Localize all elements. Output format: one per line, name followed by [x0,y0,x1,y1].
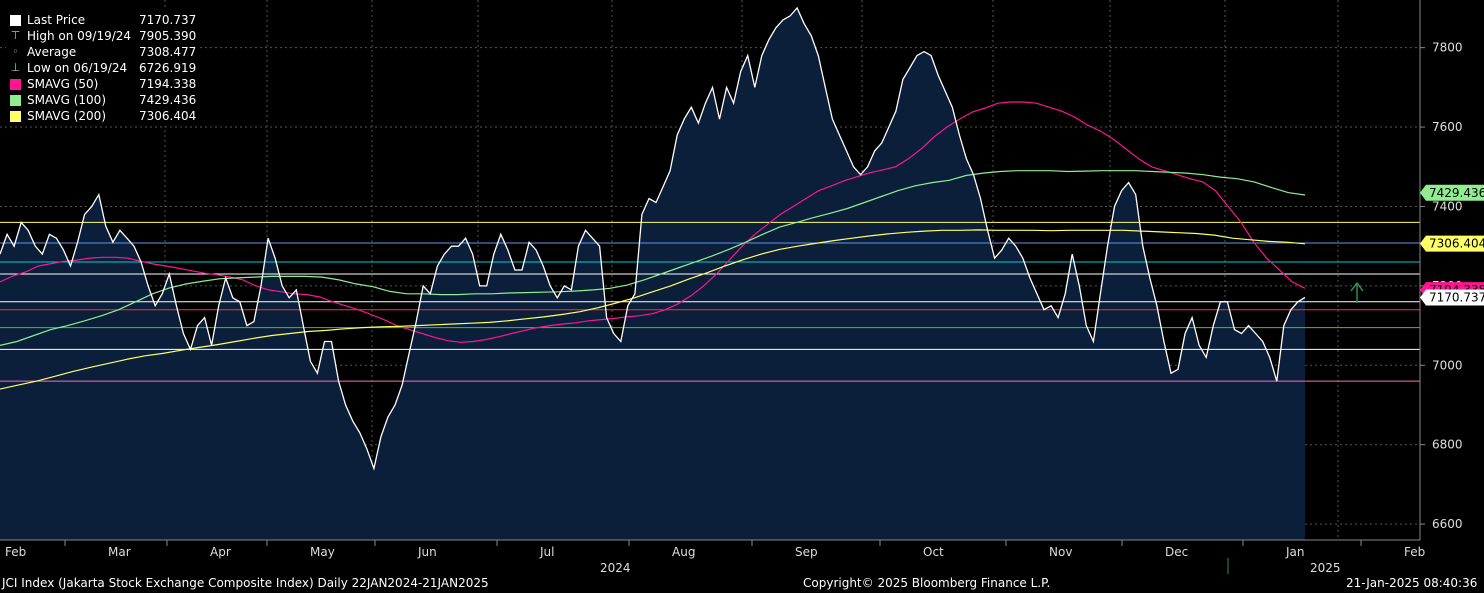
y-tick-label: 6800 [1432,438,1463,452]
y-tick-label: 7600 [1432,120,1463,134]
average-icon: ◦ [12,45,19,58]
legend-item: SMAVG (50) 7194.338 [10,76,196,92]
x-month-label: Sep [795,545,818,559]
x-month-label: May [310,545,335,559]
x-year-label: 2024 [600,561,631,575]
high-icon: ⊤ [10,29,21,42]
price-line [0,6,1306,471]
x-year-label: 2025 [1310,561,1341,575]
legend-swatch [10,14,21,26]
legend-label: SMAVG (200) [27,109,107,123]
sma-line [0,229,1306,390]
x-month-label: Dec [1165,545,1188,559]
legend-label: Average [27,45,77,59]
x-month-label: Apr [210,545,231,559]
x-axis: Feb Mar Apr May Jun Jul Aug Sep Oct Nov Dec Jan Feb 2… [0,539,1425,575]
x-month-label: Oct [923,545,944,559]
x-month-label: Mar [108,545,131,559]
legend-item: Last Price 7170.737 [10,12,196,28]
x-month-label: Aug [672,545,695,559]
legend: Last Price 7170.737 ⊤ High on 09/19/24 7905.… [6,10,201,126]
x-month-label: Jul [539,545,554,559]
legend-label: SMAVG (50) [27,77,99,91]
right-value-text: 7306.404 [1429,237,1484,251]
legend-value: 6726.919 [139,61,197,75]
right-value-tag [1420,235,1484,252]
x-month-label: Feb [1404,545,1425,559]
up-arrow-icon [1350,281,1364,303]
legend-label: SMAVG (100) [27,93,107,107]
legend-value: 7194.338 [139,77,197,91]
x-month-label: Jun [417,545,437,559]
sma-line [0,170,1306,346]
right-value-text: 7429.436 [1429,186,1484,200]
legend-value: 7170.737 [139,13,197,27]
legend-item: SMAVG (200) 7306.404 [10,108,196,124]
legend-label: Last Price [27,13,86,27]
low-icon: ⊥ [10,61,21,74]
legend-item: SMAVG (100) 7429.436 [10,92,196,108]
legend-value: 7306.404 [139,109,197,123]
right-value-text: 7170.737 [1429,291,1484,305]
legend-label: Low on 06/19/24 [27,61,128,75]
right-value-tag [1420,184,1484,201]
x-month-label: Feb [5,545,26,559]
legend-swatch [10,78,21,90]
x-month-label: Nov [1049,545,1072,559]
y-tick-label: 7000 [1432,358,1463,372]
legend-label: High on 09/19/24 [27,29,132,43]
y-axis: 6600680070007200740076007800 [1419,0,1463,540]
footer-center: Copyright© 2025 Bloomberg Finance L.P. [803,576,1051,590]
footer-right: 21-Jan-2025 08:40:36 [1346,576,1478,590]
y-tick-label: 7800 [1432,41,1463,55]
legend-item: ⊤ High on 09/19/24 7905.390 [10,28,197,44]
legend-swatch [10,94,21,106]
y-tick-label: 6600 [1432,517,1463,531]
right-value-tag [1420,289,1484,306]
x-month-label: Jan [1285,545,1305,559]
legend-item: ◦ Average 7308.477 [10,44,196,60]
level-lines [0,221,1420,382]
legend-value: 7308.477 [139,45,197,59]
legend-value: 7429.436 [139,93,197,107]
legend-value: 7905.390 [139,29,197,43]
footer-left: JCI Index (Jakarta Stock Exchange Compos… [2,576,489,590]
legend-swatch [10,110,21,122]
sma-line [0,101,1306,343]
y-tick-label: 7400 [1432,199,1463,213]
series-lines [0,6,1306,471]
legend-item: ⊥ Low on 06/19/24 6726.919 [10,60,197,76]
